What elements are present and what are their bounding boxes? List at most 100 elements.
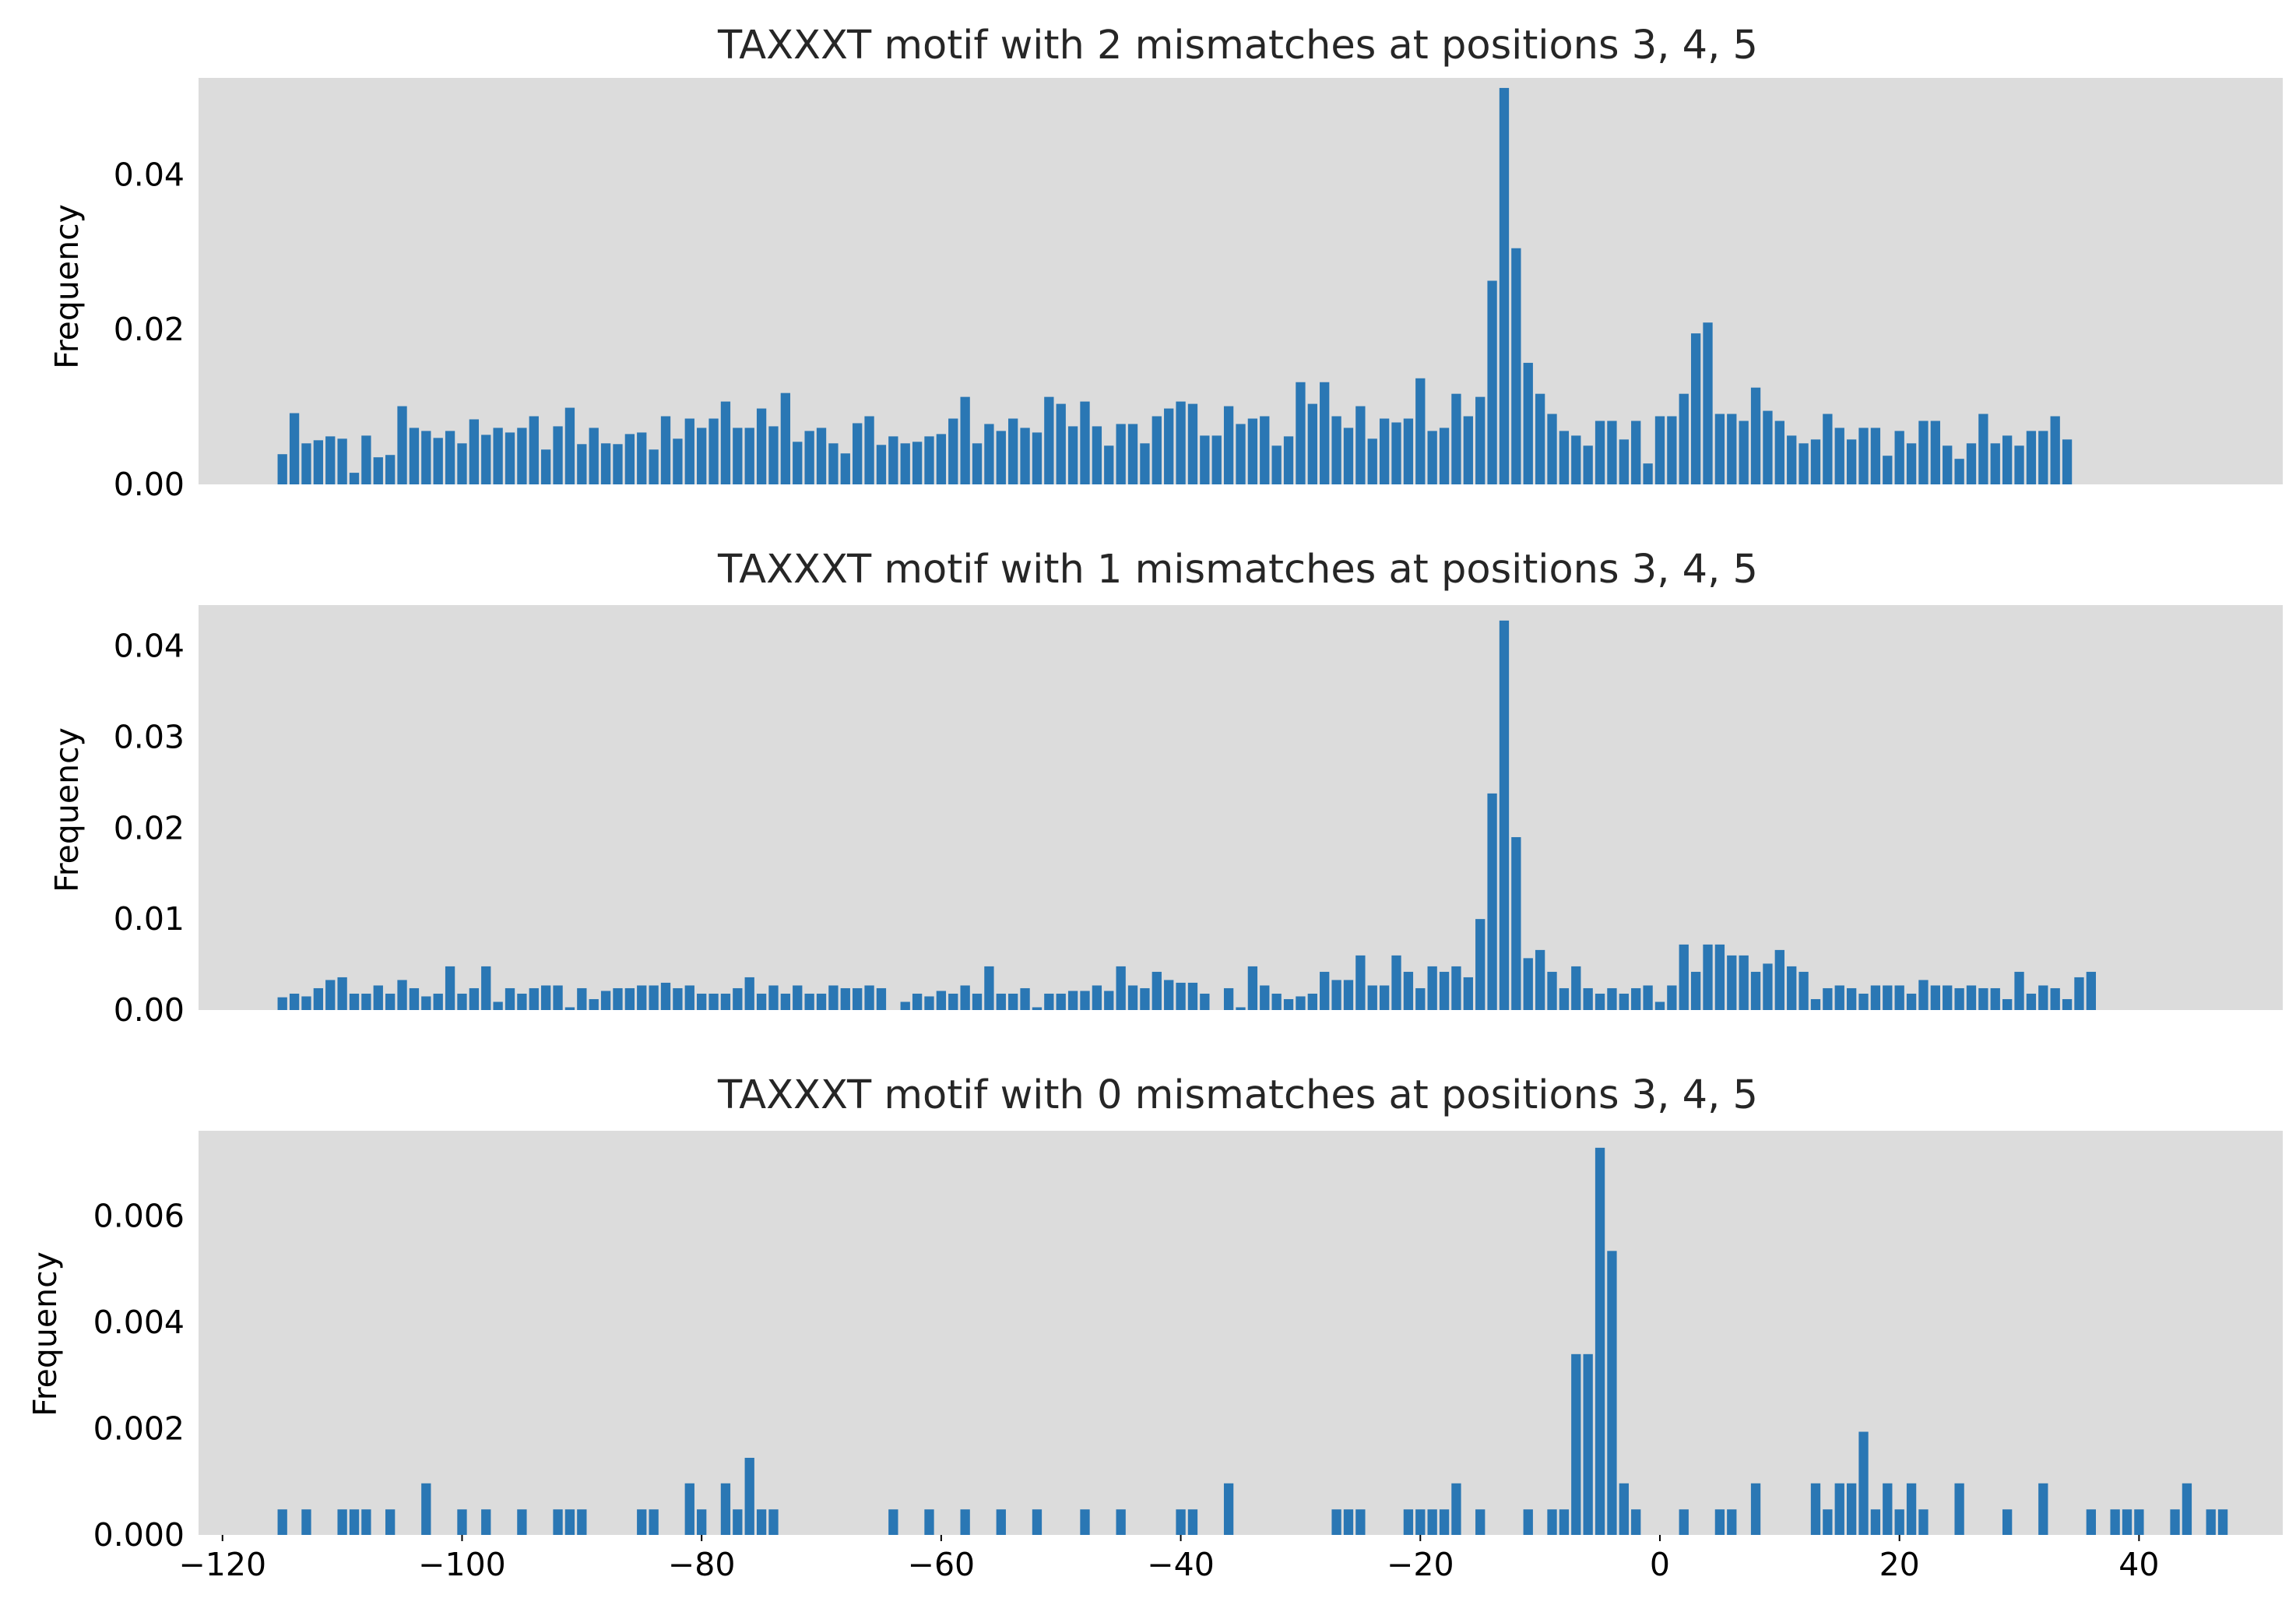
bar (385, 1509, 396, 1535)
bar (624, 987, 635, 1010)
bar (1283, 998, 1294, 1010)
bar (564, 1509, 575, 1535)
bar (1116, 966, 1126, 1010)
bar (2110, 1509, 2120, 1535)
bar (421, 1483, 431, 1535)
bar (1451, 393, 1461, 484)
bar (1595, 993, 1605, 1010)
y-tick-label: 0.006 (93, 1197, 185, 1234)
bar (1583, 445, 1593, 484)
x-tick-label: −60 (908, 1546, 976, 1583)
bar (2038, 1483, 2048, 1535)
bar (649, 449, 659, 484)
bar (804, 993, 814, 1010)
bar (697, 1509, 707, 1535)
bar (1307, 993, 1317, 1010)
bar (1439, 1509, 1450, 1535)
bar (780, 392, 791, 484)
bar (972, 993, 983, 1010)
bar (2074, 977, 2084, 1010)
plot-area (199, 605, 2283, 1010)
bar (697, 993, 707, 1010)
bar (1511, 248, 1521, 484)
y-tick-label: 0.04 (114, 628, 185, 665)
bar (1894, 1509, 1904, 1535)
bar (1870, 428, 1881, 484)
bar (1595, 1147, 1605, 1535)
bar (517, 428, 527, 484)
bar (1056, 403, 1066, 484)
bar (1247, 418, 1258, 484)
bar (337, 438, 347, 484)
bar (1320, 382, 1330, 484)
x-tick-label: −80 (668, 1546, 736, 1583)
bar (1343, 980, 1354, 1010)
bar (2122, 1509, 2133, 1535)
bar (1583, 987, 1593, 1010)
bar (1320, 971, 1330, 1010)
bar (708, 993, 719, 1010)
bar (1858, 1431, 1869, 1535)
bar (1990, 443, 2000, 484)
bar (1187, 1509, 1198, 1535)
bar (2206, 1509, 2216, 1535)
bar (1176, 401, 1186, 484)
bar (1463, 977, 1473, 1010)
bar (1403, 418, 1414, 484)
bar (2038, 985, 2048, 1010)
bar (481, 966, 491, 1010)
bar (1823, 987, 1833, 1010)
bar (637, 1509, 647, 1535)
bar (1727, 414, 1737, 484)
x-tick-label: −100 (418, 1546, 506, 1583)
bar (529, 416, 539, 484)
bar (1810, 439, 1821, 484)
bar (1200, 435, 1210, 484)
bar (1906, 1483, 1917, 1535)
bar (1918, 421, 1929, 484)
bar (1978, 987, 1988, 1010)
bar (1654, 416, 1665, 484)
bar (1894, 985, 1904, 1010)
bar (1930, 421, 1940, 484)
y-tick-label: 0.01 (114, 900, 185, 938)
bar (433, 438, 443, 484)
bar (936, 434, 947, 484)
bar (349, 993, 360, 1010)
bar (1080, 401, 1090, 484)
bar (793, 442, 803, 484)
bar (1643, 985, 1653, 1010)
bar (1427, 1509, 1437, 1535)
bar (697, 428, 707, 484)
bar (1583, 1353, 1593, 1535)
bar (1631, 421, 1641, 484)
bar (301, 443, 311, 484)
bar (1427, 431, 1437, 484)
bar (1774, 421, 1784, 484)
bar (1834, 428, 1844, 484)
bar (1247, 966, 1258, 1010)
bar (1667, 416, 1677, 484)
bar (1883, 1483, 1893, 1535)
bar (1846, 1483, 1857, 1535)
bar (1499, 620, 1510, 1010)
bar (1846, 439, 1857, 484)
bar (1403, 971, 1414, 1010)
bar (1355, 955, 1366, 1010)
bar (1116, 1509, 1126, 1535)
bar (1571, 966, 1581, 1010)
bar (733, 428, 743, 484)
bar (744, 428, 754, 484)
bar (1020, 428, 1030, 484)
bar (660, 416, 671, 484)
bar (1523, 1509, 1533, 1535)
y-axis-ticks: 0.00 0.02 0.04 (114, 156, 185, 503)
x-tick-label: 40 (2118, 1546, 2159, 1583)
bar (1260, 985, 1270, 1010)
bar (1954, 987, 1964, 1010)
bar (984, 424, 994, 484)
chart-title: TAXXXT motif with 2 mismatches at positi… (717, 23, 1758, 69)
bar (1379, 985, 1390, 1010)
bar (1032, 432, 1043, 484)
bar (924, 436, 934, 484)
